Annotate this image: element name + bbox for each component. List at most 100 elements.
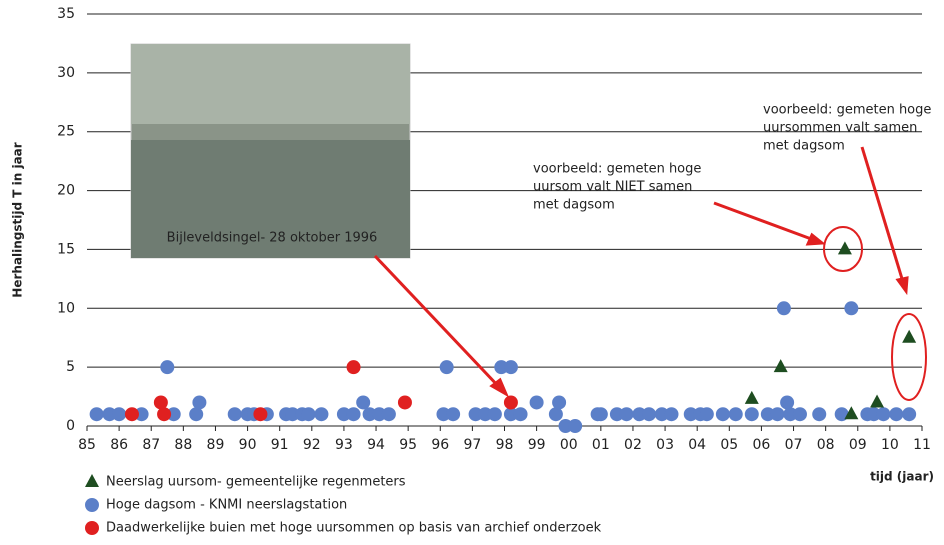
circle-point xyxy=(568,419,583,433)
circle-point xyxy=(346,360,361,375)
x-tick-label: 99 xyxy=(528,437,546,453)
y-tick-label: 30 xyxy=(57,65,75,81)
photo-water xyxy=(131,140,410,258)
x-tick-label: 00 xyxy=(560,437,578,453)
circle-point xyxy=(356,395,371,410)
circle-point xyxy=(157,407,172,422)
circle-point xyxy=(397,395,412,410)
circle-point xyxy=(844,301,859,316)
circle-point xyxy=(792,407,807,422)
circle-point xyxy=(632,407,647,422)
x-tick-label: 88 xyxy=(174,437,192,453)
x-tick-label: 09 xyxy=(849,437,867,453)
annotation: uursommen valt samen xyxy=(763,121,917,136)
x-tick-label: 93 xyxy=(335,437,353,453)
circle-point xyxy=(503,395,518,410)
circle-point xyxy=(372,407,387,422)
circle-point xyxy=(770,407,785,422)
annotation-arrows xyxy=(373,146,927,401)
x-tick-label: 10 xyxy=(881,437,899,453)
circle-point xyxy=(552,395,567,410)
y-tick-label: 25 xyxy=(57,124,75,140)
x-tick-label: 04 xyxy=(688,437,706,453)
annotation: met dagsom xyxy=(533,198,615,213)
circle-point xyxy=(102,407,117,422)
x-tick-label: 06 xyxy=(753,437,771,453)
circle-point xyxy=(876,407,891,422)
x-tick-label: 01 xyxy=(592,437,610,453)
x-tick-label: 07 xyxy=(785,437,803,453)
circle-point xyxy=(487,407,502,422)
photo-sky xyxy=(131,44,410,124)
circle-point xyxy=(558,419,573,433)
y-tick-label: 35 xyxy=(57,6,75,22)
circle-point xyxy=(314,407,329,422)
circle-point xyxy=(134,407,149,422)
circle-point xyxy=(494,360,509,375)
x-tick-label: 92 xyxy=(303,437,321,453)
x-tick-label: 03 xyxy=(656,437,674,453)
circle-point xyxy=(468,407,483,422)
y-tick-label: 20 xyxy=(57,183,75,199)
circle-point xyxy=(780,395,795,410)
y-axis-label: Herhalingstijd T in jaar xyxy=(11,142,25,297)
circle-point xyxy=(683,407,698,422)
y-tick-label: 10 xyxy=(57,300,75,316)
circle-point xyxy=(715,407,730,422)
x-tick-label: 97 xyxy=(463,437,481,453)
circle-point xyxy=(609,407,624,422)
y-tick-label: 5 xyxy=(66,359,75,375)
circle-point xyxy=(503,407,518,422)
x-tick-label: 02 xyxy=(624,437,642,453)
circle-point xyxy=(446,407,461,422)
circle-point xyxy=(783,407,798,422)
circle-point xyxy=(760,407,775,422)
circle-point xyxy=(89,407,104,422)
x-tick-label: 90 xyxy=(239,437,257,453)
x-tick-label: 08 xyxy=(817,437,835,453)
x-axis-label: tijd (jaar) xyxy=(870,470,934,484)
circle-point xyxy=(478,407,493,422)
circle-point xyxy=(642,407,657,422)
x-tick-label: 85 xyxy=(78,437,96,453)
annotation: voorbeeld: gemeten hoge xyxy=(763,103,931,118)
circle-point xyxy=(124,407,139,422)
circle-point xyxy=(503,360,518,375)
circle-point xyxy=(285,407,300,422)
circle-point xyxy=(227,407,242,422)
circle-point xyxy=(436,407,451,422)
circle-point xyxy=(529,395,544,410)
triangle-point xyxy=(773,359,788,373)
x-tick-label: 95 xyxy=(399,437,417,453)
x-tick-label: 86 xyxy=(110,437,128,453)
circle-point xyxy=(866,407,881,422)
x-tick-label: 94 xyxy=(367,437,385,453)
circle-point xyxy=(192,395,207,410)
circle-point xyxy=(381,407,396,422)
annotation: uursom valt NIET samen xyxy=(533,180,692,195)
circle-point xyxy=(85,498,99,512)
circle-point xyxy=(664,407,679,422)
circle-point xyxy=(776,301,791,316)
x-tick-label: 87 xyxy=(142,437,160,453)
x-tick-label: 11 xyxy=(913,437,931,453)
circle-point xyxy=(189,407,204,422)
triangle-point xyxy=(844,406,859,420)
circle-point xyxy=(699,407,714,422)
circle-point xyxy=(654,407,669,422)
circle-point xyxy=(153,395,168,410)
circle-point xyxy=(166,407,181,422)
circle-point xyxy=(812,407,827,422)
circle-point xyxy=(593,407,608,422)
x-tick-label: 91 xyxy=(271,437,289,453)
legend-label: Hoge dagsom - KNMI neerslagstation xyxy=(106,498,347,513)
circle-point xyxy=(301,407,316,422)
y-tick-label: 0 xyxy=(66,418,75,434)
circle-point xyxy=(619,407,634,422)
triangle-point xyxy=(902,329,917,343)
circle-point xyxy=(728,407,743,422)
triangle-point xyxy=(837,241,852,255)
triangle-point xyxy=(744,390,759,404)
legend-label: Daadwerkelijke buien met hoge uursommen … xyxy=(106,521,602,536)
